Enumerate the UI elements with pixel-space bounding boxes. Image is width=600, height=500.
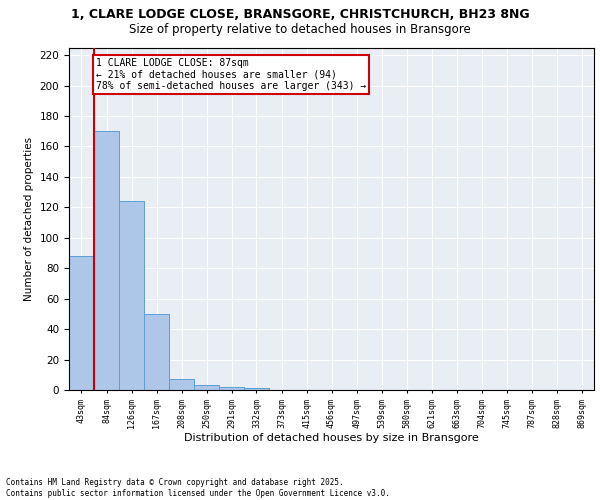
Bar (144, 314, 169, 390)
Bar (169, 380, 194, 390)
Bar (69, 256, 94, 390)
Text: Contains HM Land Registry data © Crown copyright and database right 2025.
Contai: Contains HM Land Registry data © Crown c… (6, 478, 390, 498)
Text: 1 CLARE LODGE CLOSE: 87sqm
← 21% of detached houses are smaller (94)
78% of semi: 1 CLARE LODGE CLOSE: 87sqm ← 21% of deta… (95, 58, 366, 92)
Bar (219, 387, 244, 390)
Bar (119, 201, 144, 390)
Text: 1, CLARE LODGE CLOSE, BRANSGORE, CHRISTCHURCH, BH23 8NG: 1, CLARE LODGE CLOSE, BRANSGORE, CHRISTC… (71, 8, 529, 20)
Bar (194, 386, 219, 390)
X-axis label: Distribution of detached houses by size in Bransgore: Distribution of detached houses by size … (184, 433, 479, 443)
Bar (94, 131, 119, 390)
Y-axis label: Number of detached properties: Number of detached properties (24, 136, 34, 301)
Text: Size of property relative to detached houses in Bransgore: Size of property relative to detached ho… (129, 22, 471, 36)
Bar (244, 388, 269, 390)
